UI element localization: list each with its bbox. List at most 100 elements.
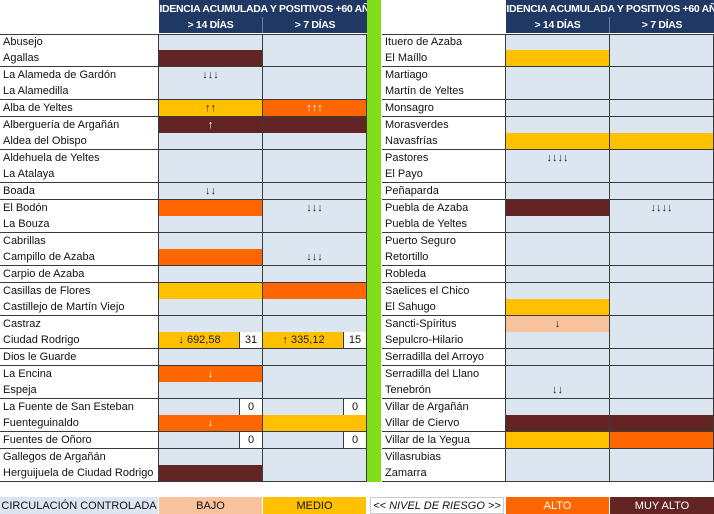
incidence-7-days-cell xyxy=(263,465,367,483)
municipality-name: Saelices el Chico xyxy=(382,282,506,300)
municipality-name: Dios le Guarde xyxy=(0,348,159,366)
right-header-14-days: > 14 DÍAS xyxy=(506,17,610,33)
municipality-name: Tenebrón xyxy=(382,382,506,400)
trend-arrows: ↓ xyxy=(207,367,214,380)
municipality-name: Gallegos de Argañán xyxy=(0,448,159,466)
municipality-name: La Fuente de San Esteban xyxy=(0,398,159,416)
incidence-7-days-cell xyxy=(610,448,714,466)
incidence-14-days-cell xyxy=(159,448,263,466)
positives-over-60-count: 0 xyxy=(239,431,262,448)
trend-arrows: ↓↓↓ xyxy=(306,251,323,264)
incidence-7-days-cell xyxy=(610,282,714,300)
legend-risk-level: << NIVEL DE RIESGO >> xyxy=(370,497,504,514)
incidence-7-days-cell xyxy=(610,116,714,134)
right-header-title: INCIDENCIA ACUMULADA Y POSITIVOS +60 AÑO… xyxy=(489,0,714,17)
incidence-14-days-cell: ↓ 692,58 31 xyxy=(159,332,263,350)
incidence-7-days-cell xyxy=(263,265,367,283)
municipality-name: Aldea del Obispo xyxy=(0,133,159,151)
incidence-7-days-cell xyxy=(263,149,367,167)
municipality-name: Villar de la Yegua xyxy=(382,431,506,449)
municipality-name: La Bouza xyxy=(0,216,159,234)
incidence-7-days-cell: ↓↓↓↓ xyxy=(610,199,714,217)
municipality-name: Fuentes de Oñoro xyxy=(0,431,159,449)
municipality-name: Castraz xyxy=(0,315,159,333)
municipality-name: Zamarra xyxy=(382,465,506,483)
incidence-7-days-cell xyxy=(263,133,367,151)
incidence-14-days-cell: 0 xyxy=(159,431,263,449)
incidence-14-days-cell xyxy=(506,249,610,267)
incidence-7-days-cell xyxy=(263,83,367,101)
incidence-7-days-cell xyxy=(263,216,367,234)
left-header-title: INCIDENCIA ACUMULADA Y POSITIVOS +60 AÑO… xyxy=(142,0,384,17)
trend-arrows: ↓↓↓ xyxy=(202,68,219,81)
municipality-name: El Bodón xyxy=(0,199,159,217)
incidence-7-days-cell xyxy=(610,232,714,250)
municipality-name: Carpio de Azaba xyxy=(0,265,159,283)
municipality-name: Abusejo xyxy=(0,33,159,51)
incidence-14-days-cell xyxy=(159,232,263,250)
municipality-name: La Alamedilla xyxy=(0,83,159,101)
incidence-7-days-cell xyxy=(610,465,714,483)
incidence-14-days-cell xyxy=(159,265,263,283)
incidence-14-days-cell xyxy=(159,149,263,167)
incidence-14-days-cell xyxy=(159,249,263,267)
incidence-14-days-cell xyxy=(506,50,610,68)
incidence-7-days-cell xyxy=(263,365,367,383)
incidence-7-days-cell xyxy=(610,315,714,333)
incidence-14-days-cell xyxy=(506,415,610,433)
incidence-7-days-cell xyxy=(610,265,714,283)
incidence-14-days-cell xyxy=(506,465,610,483)
municipality-name: Martín de Yeltes xyxy=(382,83,506,101)
incidence-7-days-cell xyxy=(610,299,714,317)
trend-arrows: ↓↓↓ xyxy=(306,201,323,214)
municipality-name: Boada xyxy=(0,182,159,200)
incidence-14-days-cell xyxy=(506,133,610,151)
incidence-14-days-cell xyxy=(506,398,610,416)
incidence-7-days-cell xyxy=(263,382,367,400)
municipality-name: Campillo de Azaba xyxy=(0,249,159,267)
municipality-name: Villasrubias xyxy=(382,448,506,466)
incidence-7-days-cell xyxy=(263,348,367,366)
positives-over-60-count: 31 xyxy=(239,332,262,349)
incidence-14-days-cell xyxy=(506,448,610,466)
incidence-7-days-cell xyxy=(610,398,714,416)
incidence-14-days-cell xyxy=(506,216,610,234)
incidence-14-days-cell xyxy=(159,133,263,151)
incidence-14-days-cell: 0 xyxy=(159,398,263,416)
incidence-14-days-cell xyxy=(506,199,610,217)
legend-medium: MEDIO xyxy=(263,497,366,514)
municipality-name: Cabrillas xyxy=(0,232,159,250)
incidence-7-days-cell xyxy=(610,66,714,84)
incidence-14-days-cell xyxy=(159,50,263,68)
incidence-14-days-cell: ↓↓↓ xyxy=(159,66,263,84)
incidence-7-days-cell xyxy=(610,332,714,350)
positives-over-60-count: 0 xyxy=(343,431,366,448)
incidence-7-days-cell xyxy=(263,116,367,134)
municipality-name: Serradilla del Llano xyxy=(382,365,506,383)
incidence-14-days-cell xyxy=(159,216,263,234)
municipality-name: Sancti-Spíritus xyxy=(382,315,506,333)
trend-arrows: ↓↓ xyxy=(552,384,563,397)
incidence-7-days-cell: ↑↑↑ xyxy=(263,99,367,117)
municipality-name: Morasverdes xyxy=(382,116,506,134)
legend-high: ALTO xyxy=(506,497,609,514)
incidence-7-days-cell xyxy=(263,232,367,250)
incidence-7-days-cell xyxy=(610,249,714,267)
incidence-14-days-cell xyxy=(506,282,610,300)
incidence-14-days-cell xyxy=(159,33,263,51)
incidence-14-days-cell: ↓ xyxy=(506,315,610,333)
right-header-7-days: > 7 DÍAS xyxy=(610,17,714,33)
incidence-7-days-cell xyxy=(610,382,714,400)
incidence-7-days-cell xyxy=(610,365,714,383)
trend-arrows: ↑↑↑ xyxy=(306,101,323,114)
municipality-name: La Atalaya xyxy=(0,166,159,184)
legend-very-high: MUY ALTO xyxy=(610,497,714,514)
municipality-name: Robleda xyxy=(382,265,506,283)
left-header-7-days: > 7 DÍAS xyxy=(263,17,367,33)
municipality-name: Peñaparda xyxy=(382,182,506,200)
trend-arrows: ↓ xyxy=(207,417,214,430)
incidence-value: ↑ 335,12 xyxy=(282,334,325,347)
positives-over-60-count: 0 xyxy=(239,398,262,415)
municipality-name: La Alameda de Gardón xyxy=(0,66,159,84)
municipality-name: Monsagro xyxy=(382,99,506,117)
